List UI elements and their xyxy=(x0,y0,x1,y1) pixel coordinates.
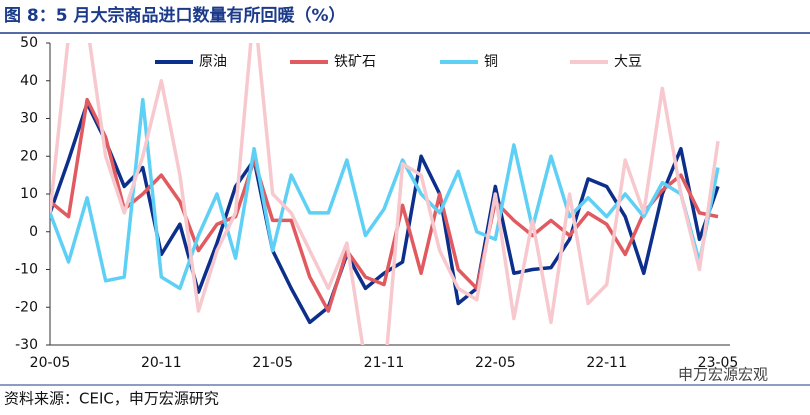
legend-label: 大豆 xyxy=(614,54,642,70)
x-tick-label: 22-11 xyxy=(586,355,627,371)
y-tick-label: 50 xyxy=(20,35,38,51)
y-tick-label: -10 xyxy=(15,262,38,278)
y-tick-label: -20 xyxy=(15,299,38,315)
series-line xyxy=(50,101,720,325)
y-tick-label: 10 xyxy=(20,186,38,202)
source: 资料来源：CEIC，申万宏源研究 xyxy=(4,390,219,408)
y-tick-label: 40 xyxy=(20,73,38,89)
x-tick-label: 21-05 xyxy=(252,355,293,371)
legend-label: 原油 xyxy=(199,54,227,70)
series-line xyxy=(50,97,719,313)
x-tick-label: 21-11 xyxy=(364,355,405,371)
series-line xyxy=(50,97,720,291)
x-tick-label: 23-05 xyxy=(698,355,739,371)
legend-label: 铜 xyxy=(484,54,498,70)
watermark: 申万宏源宏观 xyxy=(678,366,768,384)
y-tick-label: -30 xyxy=(15,337,38,353)
plot-lines xyxy=(50,43,720,345)
x-tick-label: 22-05 xyxy=(475,355,516,371)
chart-title: 图 8：5 月大宗商品进口数量有所回暖（%） xyxy=(4,5,346,26)
y-tick-label: 0 xyxy=(29,224,38,240)
x-tick-label: 20-11 xyxy=(141,355,182,371)
legend-label: 铁矿石 xyxy=(334,54,376,70)
series-line xyxy=(50,43,720,345)
x-tick-label: 20-05 xyxy=(30,355,71,371)
y-tick-label: 30 xyxy=(20,111,38,127)
y-tick-label: 20 xyxy=(20,148,38,164)
